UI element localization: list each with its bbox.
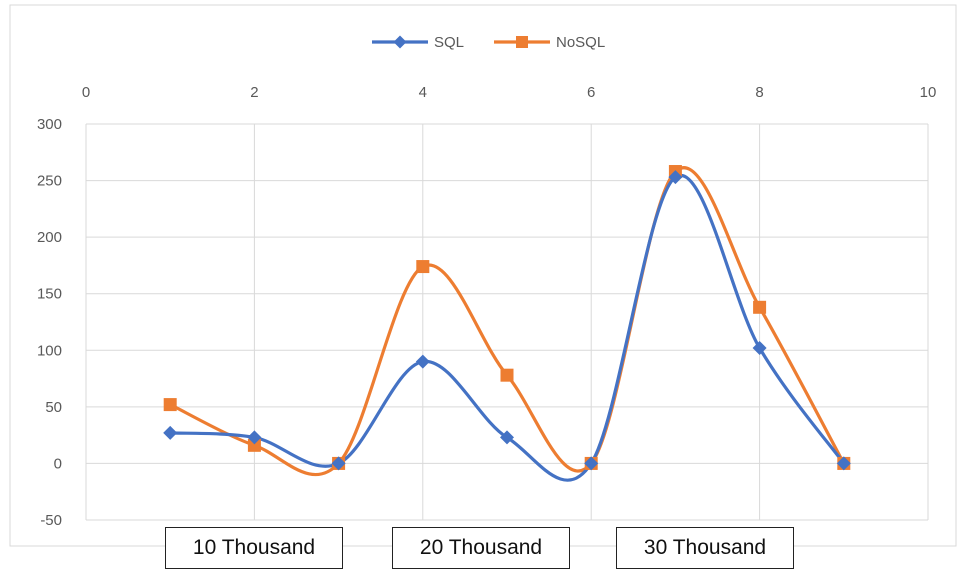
y-tick-label: 250 [37, 173, 62, 190]
legend-label-nosql: NoSQL [556, 34, 605, 51]
series-line-nosql [168, 166, 846, 477]
annotation-box: 30 Thousand [616, 527, 794, 569]
data-point-sql [668, 170, 683, 185]
annotation-label: 10 Thousand [192, 536, 316, 559]
x-tick-label: 10 [920, 84, 937, 101]
y-axis-ticks: 300 250 200 150 100 50 0 -50 [37, 116, 62, 529]
x-tick-label: 0 [82, 84, 90, 101]
data-point-nosql [500, 368, 514, 382]
y-tick-label: -50 [40, 512, 62, 529]
data-point-sql [500, 430, 514, 445]
chart-area [9, 4, 957, 547]
x-tick-label: 4 [419, 84, 427, 101]
series-markers [163, 165, 851, 471]
annotation-label: 20 Thousand [419, 536, 543, 559]
data-point-nosql [416, 260, 430, 274]
data-point-sql [752, 341, 767, 356]
y-tick-label: 200 [37, 229, 62, 246]
y-tick-label: 300 [37, 116, 62, 133]
data-point-sql [247, 430, 262, 445]
data-point-sql [836, 456, 851, 471]
legend: SQL NoSQL [372, 34, 605, 51]
legend-marker-nosql [516, 36, 528, 48]
x-axis-ticks: 0 2 4 6 8 10 [82, 84, 937, 101]
y-tick-label: 150 [37, 286, 62, 303]
legend-label-sql: SQL [434, 34, 464, 51]
data-point-nosql [247, 438, 261, 452]
series-line-sql [168, 173, 846, 482]
x-tick-label: 8 [755, 84, 763, 101]
data-point-sql [163, 425, 178, 440]
y-tick-label: 100 [37, 342, 62, 359]
data-point-nosql [753, 300, 767, 314]
x-tick-label: 6 [587, 84, 595, 101]
y-tick-label: 50 [45, 399, 62, 416]
data-point-sql [584, 456, 599, 471]
data-point-nosql [163, 398, 177, 412]
y-tick-label: 0 [54, 455, 62, 472]
series-lines [168, 166, 846, 482]
annotation-box: 20 Thousand [392, 527, 570, 569]
legend-marker-sql [393, 35, 407, 49]
data-point-sql [331, 456, 346, 471]
data-point-sql [415, 354, 430, 369]
gridlines [85, 123, 929, 521]
x-tick-label: 2 [250, 84, 258, 101]
annotation-box: 10 Thousand [165, 527, 343, 569]
annotation-label: 30 Thousand [643, 536, 767, 559]
